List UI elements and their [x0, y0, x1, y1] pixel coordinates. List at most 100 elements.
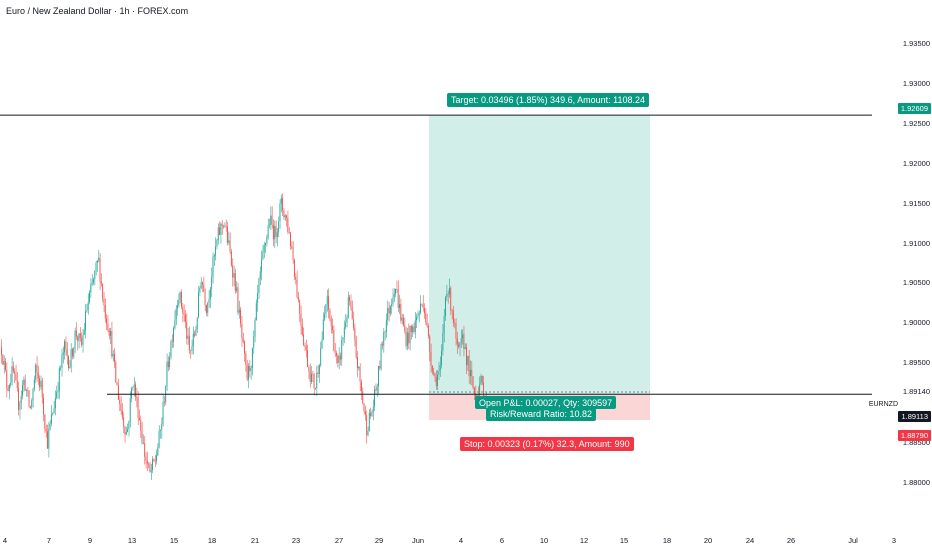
candle-body — [328, 296, 329, 310]
candle-body — [158, 430, 160, 448]
candle-body — [150, 470, 152, 472]
candle-body — [398, 304, 400, 308]
candle-body — [71, 348, 73, 357]
candle-body — [127, 429, 129, 433]
candle-body — [345, 323, 347, 328]
candle-body — [49, 423, 51, 429]
candle-body — [325, 304, 327, 314]
date-tick-label: 29 — [374, 536, 384, 545]
candle-body — [177, 305, 178, 309]
candle-body — [362, 391, 364, 404]
candle-body — [265, 243, 266, 246]
candle-body — [204, 292, 206, 305]
date-tick-label: 7 — [46, 536, 52, 545]
candle-body — [73, 347, 75, 357]
candle-body — [43, 397, 44, 415]
candle-body — [406, 332, 408, 347]
candle-body — [173, 328, 174, 342]
candle-body — [391, 304, 393, 306]
candle-body — [207, 302, 209, 313]
date-tick-label: 18 — [662, 536, 672, 545]
candle-body — [412, 326, 414, 333]
candle-body — [278, 221, 280, 233]
candle-body — [99, 257, 101, 282]
candle-body — [220, 223, 222, 235]
price-tick-label: 1.88500 — [902, 438, 930, 448]
candle-body — [89, 292, 90, 302]
candle-body — [20, 395, 22, 403]
candle-body — [70, 348, 72, 368]
candle-body — [15, 373, 17, 381]
candle-body — [366, 415, 368, 436]
candle-body — [36, 364, 38, 373]
candle-body — [372, 406, 374, 413]
candle-body — [443, 316, 445, 333]
price-tick-label: 1.92500 — [902, 118, 930, 128]
date-tick-label: 23 — [291, 536, 301, 545]
candle-body — [307, 349, 308, 367]
candle-body — [330, 319, 332, 327]
target-label[interactable]: Target: 0.03496 (1.85%) 349.6, Amount: 1… — [447, 93, 649, 107]
candle-body — [458, 344, 460, 347]
candle-body — [2, 354, 4, 365]
candle-body — [355, 339, 357, 358]
candle-body — [464, 347, 466, 349]
candle-body — [29, 406, 31, 408]
candle-body — [401, 317, 403, 321]
candle-body — [152, 458, 153, 471]
candle-body — [371, 412, 373, 416]
candle-body — [350, 300, 352, 308]
stop-label[interactable]: Stop: 0.00323 (0.17%) 32.3, Amount: 990 — [460, 437, 634, 451]
symbol-tag: EURNZD — [868, 401, 898, 408]
candle-body — [280, 198, 282, 204]
candle-body — [40, 380, 42, 388]
candle-body — [417, 315, 419, 318]
candle-body — [270, 215, 272, 225]
candle-body — [377, 365, 379, 387]
candle-body — [249, 365, 251, 372]
candle-body — [477, 394, 479, 396]
candle-body — [368, 412, 370, 431]
candle-body — [66, 348, 68, 357]
candle-body — [301, 325, 303, 335]
candle-body — [444, 297, 446, 317]
candle-body — [102, 283, 104, 299]
candle-body — [62, 352, 64, 355]
candle-body — [244, 341, 245, 354]
candle-body — [409, 325, 411, 344]
candle-body — [215, 246, 217, 256]
candle-body — [141, 430, 143, 444]
candle-body — [288, 231, 290, 233]
candle-body — [439, 365, 441, 371]
candle-body — [291, 245, 293, 249]
candle-body — [463, 334, 465, 349]
candle-body — [53, 408, 55, 414]
candle-body — [465, 347, 467, 366]
candle-body — [216, 240, 218, 247]
candle-body — [392, 297, 394, 305]
candle-body — [95, 262, 97, 271]
candle-body — [64, 341, 65, 353]
candle-body — [263, 245, 265, 252]
candle-body — [191, 346, 193, 351]
candle-body — [286, 215, 287, 218]
candle-body — [360, 381, 362, 392]
candle-body — [268, 224, 270, 226]
candle-body — [420, 303, 421, 313]
candle-body — [180, 291, 182, 307]
candle-body — [447, 293, 449, 295]
candle-body — [16, 380, 18, 389]
candle-body — [292, 248, 294, 261]
candle-body — [238, 309, 240, 313]
candle-body — [259, 271, 261, 279]
candle-body — [241, 323, 243, 338]
candle-body — [44, 414, 46, 429]
candle-body — [196, 317, 198, 330]
candle-body — [438, 370, 440, 375]
candle-body — [250, 367, 252, 372]
candle-body — [60, 368, 62, 369]
candle-body — [134, 384, 136, 397]
candle-body — [408, 332, 410, 344]
candle-body — [299, 300, 301, 314]
